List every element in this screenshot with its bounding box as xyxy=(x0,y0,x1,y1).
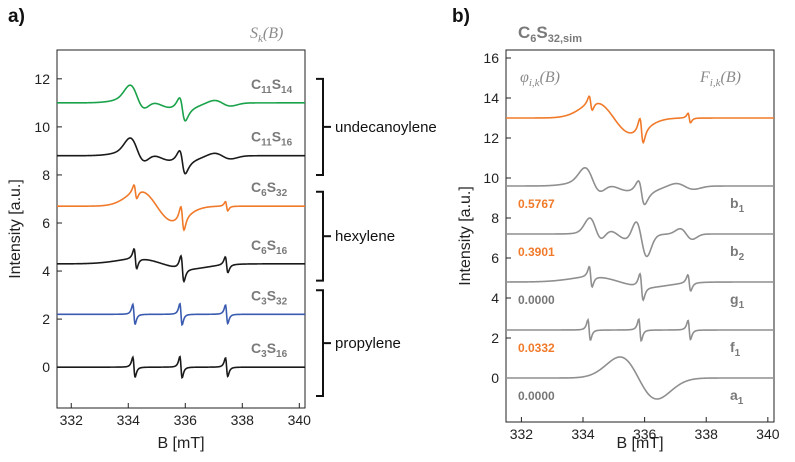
trace-C11S16 xyxy=(57,137,305,175)
x-tick-label: 334 xyxy=(117,412,141,428)
y-tick-label: 4 xyxy=(491,290,499,306)
x-tick-label: 338 xyxy=(231,412,255,428)
trace-label-b2: b2 xyxy=(730,243,745,263)
trace-C11S14 xyxy=(57,84,305,122)
group-label-propylene: propylene xyxy=(335,335,401,352)
panel-b-F-title: Fi,k(B) xyxy=(699,69,741,89)
x-tick-label: 336 xyxy=(633,426,657,442)
trace-label-C6S16: C6S16 xyxy=(251,237,288,257)
y-tick-label: 14 xyxy=(483,90,499,106)
x-tick-label: 340 xyxy=(756,426,780,442)
group-bracket xyxy=(316,190,324,282)
panel-a-ylabel: Intensity [a.u.] xyxy=(7,179,24,279)
y-tick-label: 10 xyxy=(34,119,50,135)
y-tick-label: 10 xyxy=(483,170,499,186)
weight-g1: 0.0000 xyxy=(518,293,555,307)
panel-b-trace-labels: b1 0.5767 b2 0.3901 g1 0.0000 f1 0.0332 a1 0.0000 xyxy=(518,195,745,407)
x-tick-label: 340 xyxy=(288,412,312,428)
trace-label-C3S32: C3S32 xyxy=(251,287,288,307)
panel-b-traces xyxy=(506,95,774,400)
trace-C6S16 xyxy=(57,247,305,284)
group-bracket xyxy=(316,77,324,176)
panel-a-title: Sk(B) xyxy=(250,25,283,45)
trace-label-g1: g1 xyxy=(730,291,745,311)
trace-label-a1: a1 xyxy=(730,387,744,407)
panel-a-frame xyxy=(56,49,306,409)
x-tick-label: 332 xyxy=(60,412,84,428)
group-label-hexylene: hexylene xyxy=(335,228,395,245)
trace-label-b1: b1 xyxy=(730,195,745,215)
trace-b2 xyxy=(506,217,774,258)
y-tick-label: 6 xyxy=(491,250,499,266)
trace-g1 xyxy=(506,265,774,302)
panel-a-groups: undecanoylene hexylene propylene xyxy=(316,77,437,397)
group-bracket xyxy=(316,289,324,397)
y-tick-label: 12 xyxy=(483,130,499,146)
trace-label-C6S32: C6S32 xyxy=(251,179,288,199)
x-tick-label: 332 xyxy=(510,426,534,442)
trace-label-C3S16: C3S16 xyxy=(251,340,288,360)
panel-b-phi-title: φi,k(B) xyxy=(520,69,560,89)
panel-a-traces xyxy=(57,84,305,380)
weight-b2: 0.3901 xyxy=(518,245,555,259)
trace-C6S32 xyxy=(57,183,305,232)
y-tick-label: 12 xyxy=(34,71,50,87)
y-tick-label: 16 xyxy=(483,50,499,66)
x-tick-label: 338 xyxy=(695,426,719,442)
group-label-undecanoylene: undecanoylene xyxy=(335,119,437,136)
trace-C6S32,sim xyxy=(506,95,774,145)
panel-b-frame xyxy=(505,49,775,423)
panel-b-header: C6S32,sim xyxy=(518,23,582,45)
trace-label-C11S14: C11S14 xyxy=(251,76,293,96)
panel-a-xlabel: B [mT] xyxy=(157,435,204,452)
weight-f1: 0.0332 xyxy=(518,341,555,355)
panel-a-ticks: 332 334 336 338 340 0 2 4 6 8 10 12 xyxy=(34,71,311,428)
trace-C3S32 xyxy=(57,302,305,327)
panel-b-ylabel: Intensity [a.u.] xyxy=(457,186,474,286)
y-tick-label: 4 xyxy=(42,263,50,279)
trace-label-C11S16: C11S16 xyxy=(251,129,293,149)
trace-f1 xyxy=(506,317,774,343)
weight-b1: 0.5767 xyxy=(518,197,555,211)
y-tick-label: 0 xyxy=(491,370,499,386)
panel-b-ticks: 332 334 336 338 340 0 2 4 6 8 10 12 14 16 xyxy=(483,50,779,442)
x-tick-label: 334 xyxy=(571,426,595,442)
weight-a1: 0.0000 xyxy=(518,389,555,403)
y-tick-label: 8 xyxy=(42,167,50,183)
panel-a-label: a) xyxy=(8,6,25,27)
y-tick-label: 8 xyxy=(491,210,499,226)
trace-b1 xyxy=(506,167,774,206)
panel-a-trace-labels: C11S14 C11S16 C6S32 C6S16 C3S32 C3S16 xyxy=(251,76,293,360)
trace-label-f1: f1 xyxy=(730,339,741,359)
x-tick-label: 336 xyxy=(174,412,198,428)
y-tick-label: 2 xyxy=(42,311,50,327)
y-tick-label: 6 xyxy=(42,215,50,231)
trace-C3S16 xyxy=(57,355,305,380)
y-tick-label: 2 xyxy=(491,330,499,346)
y-tick-label: 0 xyxy=(42,359,50,375)
panel-b-label: b) xyxy=(452,6,470,27)
trace-a1 xyxy=(506,356,774,400)
panel-b-xlabel: B [mT] xyxy=(616,435,663,452)
